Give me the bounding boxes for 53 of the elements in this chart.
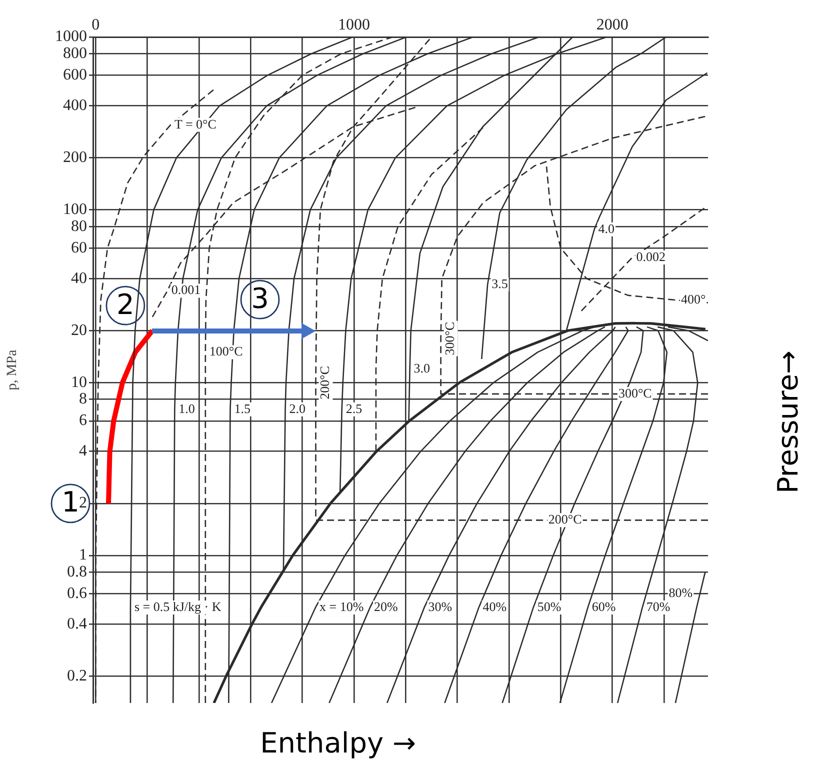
y-tick-label: 600	[63, 66, 87, 84]
y-tick-label: 1	[79, 546, 87, 564]
series-label: x = 10%	[319, 598, 364, 614]
series-label: 2.0	[289, 400, 306, 416]
y-tick-label: 8	[79, 390, 87, 408]
text: 300°C	[442, 322, 458, 356]
series-label: 40%	[482, 598, 507, 614]
series-label: 50%	[537, 598, 562, 614]
series-label: 200°C	[548, 512, 582, 527]
y-tick-label: 1000	[55, 28, 87, 46]
y-tick-label: 0.4	[67, 615, 87, 632]
y-tick-label: 0.6	[67, 584, 87, 602]
series-label: 0.002	[636, 248, 666, 264]
series-label: 100°C	[209, 344, 243, 359]
y-tick-label: 10	[71, 374, 87, 391]
series-label: 400°	[680, 292, 706, 307]
x-tick-label: 2000	[596, 16, 628, 34]
series-label: 1.0	[178, 400, 195, 416]
y2-axis-title: Pressure→	[771, 350, 804, 494]
x-axis-title: Enthalpy →	[260, 726, 416, 760]
y-tick-label: 2	[79, 494, 87, 512]
y-tick-label: 100	[63, 201, 87, 218]
x-tick-label: 0	[92, 16, 100, 34]
y-tick-label: 20	[71, 322, 87, 339]
series-label: 20%	[374, 598, 398, 614]
series-label: 4.0	[598, 220, 615, 236]
y-tick-label: 60	[71, 239, 87, 256]
y-tick-label: 200	[63, 148, 87, 166]
y-tick-label: 6	[79, 412, 87, 430]
y-tick-label: 0.8	[67, 563, 87, 580]
y-tick-label: 80	[71, 218, 87, 235]
series-label: s = 0.5 kJ/kg · K	[134, 598, 222, 614]
series-label: 30%	[428, 598, 452, 614]
y-tick-label: 800	[63, 44, 87, 62]
series-label: 70%	[646, 598, 670, 614]
annotation: 2	[116, 288, 134, 321]
y-tick-label: 4	[79, 442, 87, 460]
y-tick-label: 40	[71, 270, 87, 287]
series-label: 1.5	[234, 400, 250, 416]
series-label: 300°C	[618, 385, 652, 400]
series-label: 60%	[592, 598, 616, 614]
y-tick-label: 0.2	[67, 667, 87, 684]
series-label: 80%	[668, 584, 693, 600]
series-label: 2.5	[346, 400, 362, 416]
series-label: 3.0	[414, 360, 430, 376]
y-axis-title: p, MPa	[5, 348, 20, 390]
y-tick-label: 400	[63, 96, 87, 114]
series-label: 3.5	[492, 276, 508, 291]
series-label: T = 0°C	[174, 116, 216, 132]
x-tick-label: 1000	[338, 16, 370, 34]
annotation: 3	[251, 282, 269, 315]
series-label: 0.001	[171, 282, 201, 298]
text: 200°C	[317, 366, 332, 400]
